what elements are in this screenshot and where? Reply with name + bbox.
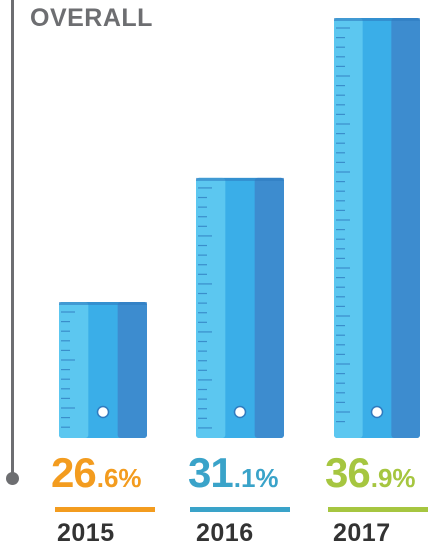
value-main: 31 [188, 449, 234, 496]
underline-2015 [55, 507, 155, 512]
value-label-2017: 36.9% [325, 452, 416, 494]
bar-left-stripe [334, 18, 363, 438]
value-main: 26 [51, 449, 97, 496]
bar-left-stripe [59, 302, 89, 438]
value-main: 36 [325, 449, 371, 496]
value-decimal: .6% [96, 463, 142, 493]
bar-2017 [334, 18, 420, 438]
bar-right-stripe [117, 302, 147, 438]
underline-2016 [190, 507, 290, 512]
bar-right-stripe [391, 18, 420, 438]
axis-end-dot [6, 472, 19, 485]
ruler-hole [370, 405, 384, 419]
value-decimal: .1% [233, 463, 279, 493]
value-label-2015: 26.6% [51, 452, 142, 494]
ruler-hole [233, 405, 247, 419]
category-label-2017: 2017 [333, 519, 391, 547]
vertical-axis-line [11, 0, 14, 478]
category-label-2016: 2016 [196, 519, 254, 547]
bar-top-edge [59, 302, 147, 305]
value-label-2016: 31.1% [188, 452, 279, 494]
category-label-2015: 2015 [57, 519, 115, 547]
value-decimal: .9% [370, 463, 416, 493]
bar-top-edge [196, 177, 284, 181]
bar-2015 [59, 302, 147, 438]
bar-top-edge [334, 18, 420, 21]
bar-left-stripe [196, 177, 226, 438]
underline-2017 [328, 507, 428, 512]
chart-title: OVERALL [30, 4, 153, 32]
bar-2016 [196, 177, 284, 438]
bar-right-stripe [254, 177, 284, 438]
ruler-hole [96, 405, 110, 419]
